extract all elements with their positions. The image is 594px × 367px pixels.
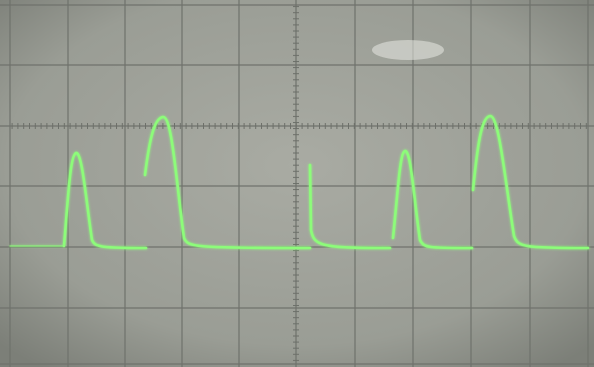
reflection (372, 40, 444, 60)
trace (9, 114, 590, 250)
center-axis-ticks (293, 5, 299, 364)
